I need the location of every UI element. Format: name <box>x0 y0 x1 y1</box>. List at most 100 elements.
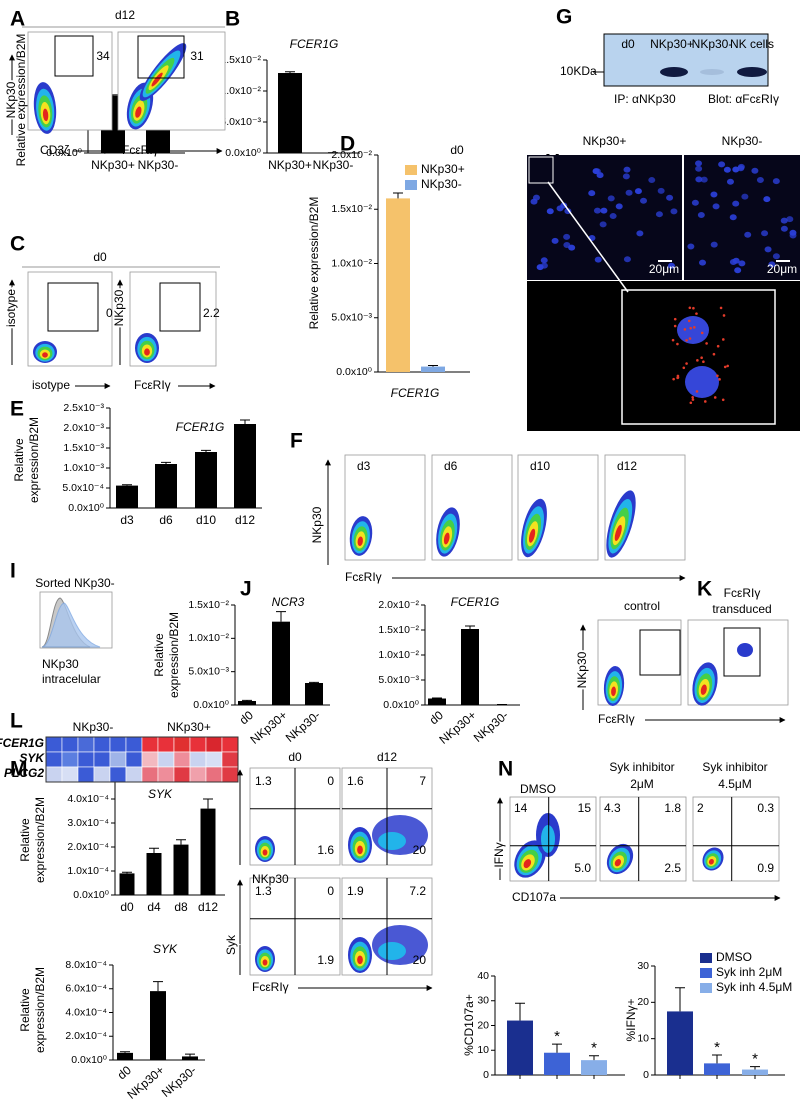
lane-label: d0 <box>621 37 635 51</box>
nucleus <box>610 213 617 219</box>
y-tick-label: 40 <box>477 970 489 982</box>
x-axis-label: isotype <box>32 378 70 392</box>
plot-title: Syk inhibitor <box>702 760 767 774</box>
micrograph-zoom <box>527 281 800 431</box>
y-axis-label: Relative <box>18 988 32 1032</box>
plot-title: 4.5μM <box>718 777 752 791</box>
significance-mark: * <box>554 1028 560 1045</box>
heatmap-cell <box>94 737 110 752</box>
signal-dot <box>682 366 685 369</box>
lane-label: NK cells <box>730 37 774 51</box>
y-axis-label: Relative <box>18 818 32 862</box>
bar <box>234 424 256 508</box>
y-tick-label: 1.0x10⁻² <box>220 85 261 97</box>
signal-dot <box>676 343 679 346</box>
gate-value: 2.2 <box>203 306 220 320</box>
heatmap-cell <box>158 737 174 752</box>
panel-letter: E <box>10 398 24 421</box>
signal-dot <box>700 356 703 359</box>
heatmap-cell <box>62 767 78 782</box>
blot-band <box>700 69 724 75</box>
significance-mark: * <box>591 1040 597 1057</box>
error-bar <box>393 193 403 198</box>
bar <box>386 198 410 372</box>
plot-title: d6 <box>444 459 458 473</box>
significance-mark: * <box>752 1051 758 1068</box>
y-axis-label: %IFNγ+ <box>624 998 638 1041</box>
legend-label: Syk inh 4.5μM <box>716 980 792 994</box>
nucleus <box>724 167 731 173</box>
nucleus <box>563 234 570 240</box>
quadrant-value: 7.2 <box>409 884 426 898</box>
heatmap-cell <box>78 752 94 767</box>
nucleus <box>699 260 706 266</box>
x-tick-label: NKp30+ <box>91 158 135 172</box>
y-tick-label: 5.0x10⁻³ <box>188 665 229 677</box>
nucleus <box>763 196 770 202</box>
y-tick-label: 2.0x10⁻³ <box>63 422 104 434</box>
error-bar <box>153 982 163 992</box>
nucleus <box>624 167 631 173</box>
x-tick-label: NKp30+ <box>247 708 289 747</box>
nucleus <box>531 199 538 205</box>
error-bar <box>242 700 252 701</box>
y-tick-label: 5.0x10⁻⁴ <box>62 482 104 494</box>
chart-title: FCER1G <box>290 37 339 51</box>
nucleus <box>677 316 709 344</box>
bar <box>272 622 290 705</box>
bar <box>278 73 302 153</box>
nucleus <box>600 208 607 214</box>
quadrant-value: 1.3 <box>255 884 272 898</box>
x-axis-label: FcεRIγ <box>134 378 171 392</box>
nucleus <box>732 167 739 173</box>
y-axis-label: NKp30 <box>575 651 589 688</box>
signal-dot <box>723 314 726 317</box>
nucleus <box>597 172 604 178</box>
heatmap-cell <box>94 752 110 767</box>
y-axis-label: isotype <box>4 289 18 327</box>
quadrant-value: 1.6 <box>347 774 364 788</box>
signal-dot <box>720 307 723 310</box>
nucleus <box>786 216 793 222</box>
quadrant-value: 2.5 <box>664 861 681 875</box>
y-axis-label: Relative <box>12 438 26 482</box>
signal-dot <box>689 327 692 330</box>
density-contour <box>541 825 555 853</box>
y-tick-label: 0.0x10⁰ <box>383 699 420 711</box>
y-axis-label: NKp30 <box>4 81 18 118</box>
ip-label: IP: αNKp30 <box>614 92 676 106</box>
bar <box>461 629 479 705</box>
significance-mark: * <box>714 1039 720 1056</box>
legend-label: Syk inh 2μM <box>716 965 782 979</box>
error-bar <box>161 462 171 464</box>
heatmap-cell <box>206 752 222 767</box>
signal-dot <box>691 396 694 399</box>
bar <box>174 845 189 895</box>
error-bar <box>428 365 438 366</box>
nucleus <box>761 230 768 236</box>
x-axis-label: FcεRIγ <box>252 980 289 994</box>
lane-label: NKp30- <box>692 37 733 51</box>
y-tick-label: 1.0x10⁻² <box>331 257 372 269</box>
group-label: NKp30- <box>73 720 114 734</box>
quadrant-value: 15 <box>578 801 592 815</box>
y-tick-label: 0 <box>483 1069 489 1081</box>
error-bar <box>285 72 295 73</box>
legend-label: NKp30- <box>421 177 462 191</box>
heatmap-cell <box>126 752 142 767</box>
nucleus <box>626 190 633 196</box>
heatmap-cell <box>46 752 62 767</box>
error-bar <box>201 450 211 452</box>
y-tick-label: 1.5x10⁻² <box>331 203 372 215</box>
signal-dot <box>718 378 721 381</box>
scale-bar-label: 20μm <box>649 262 679 276</box>
y-tick-label: 20 <box>637 996 649 1008</box>
x-tick-label: d0 <box>120 900 134 914</box>
x-axis-label: FcεRIγ <box>345 570 382 584</box>
y-tick-label: 5.0x10⁻³ <box>378 674 419 686</box>
signal-dot <box>696 359 699 362</box>
scale-bar-label: 20μm <box>767 262 797 276</box>
y-tick-label: 2.0x10⁻⁴ <box>67 841 109 853</box>
quadrant-value: 1.8 <box>664 801 681 815</box>
bar <box>421 367 445 372</box>
